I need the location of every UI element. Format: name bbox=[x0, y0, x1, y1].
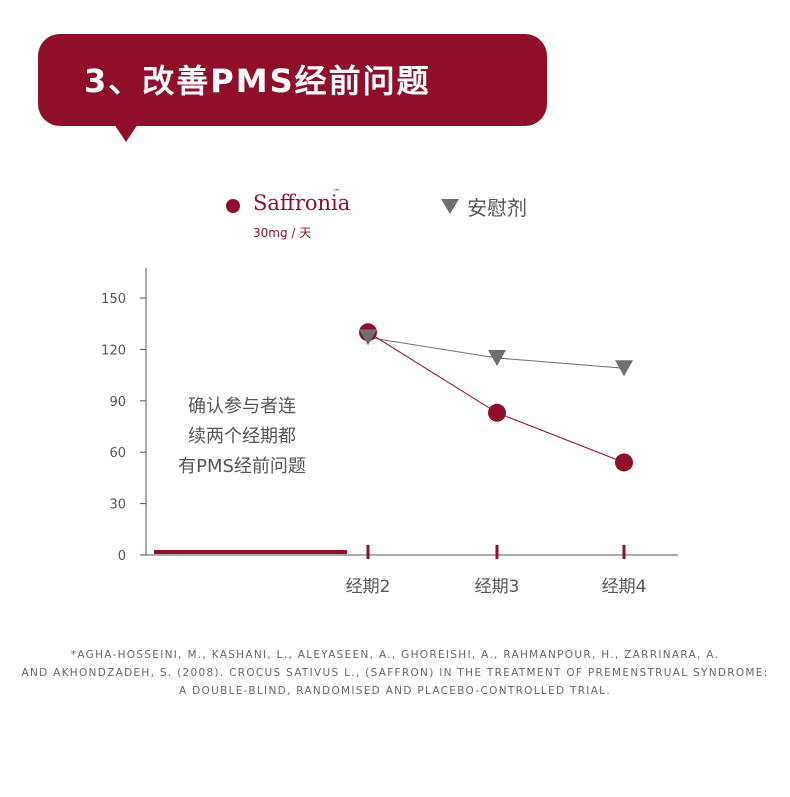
y-tick-label: 0 bbox=[118, 549, 126, 564]
series1-point bbox=[615, 453, 633, 472]
legend-trademark: ™ bbox=[333, 188, 340, 196]
legend-circle-marker bbox=[226, 199, 240, 213]
citation-line-2: AND AKHONDZADEH, S. (2008). CROCUS SATIV… bbox=[21, 667, 769, 679]
x-axis-marks: 经期2 经期3 经期4 bbox=[346, 545, 647, 597]
y-tick-label: 150 bbox=[101, 292, 126, 307]
citation-line-1: *AGHA-HOSSEINI, M., KASHANI, L., ALEYASE… bbox=[70, 649, 720, 661]
y-tick-label: 90 bbox=[109, 395, 126, 410]
annotation-line-3: 有PMS经前问题 bbox=[178, 456, 306, 477]
y-tick-label: 120 bbox=[101, 343, 126, 358]
series2-point bbox=[488, 349, 506, 366]
annotation: 确认参与者连 续两个经期都 有PMS经前问题 bbox=[178, 396, 306, 477]
page-title: 3、改善PMS经前问题 bbox=[84, 62, 431, 100]
x-tick-mark bbox=[366, 545, 370, 559]
y-axis-ticks: 0 30 60 90 120 150 bbox=[101, 292, 146, 564]
legend-series1-dose: 30mg / 天 bbox=[253, 226, 312, 240]
citation: *AGHA-HOSSEINI, M., KASHANI, L., ALEYASE… bbox=[20, 646, 770, 700]
series2-point bbox=[359, 329, 377, 346]
line-chart: 0 30 60 90 120 150 经期2 经期3 经期4 确认参与者连 续两个经期都 有P… bbox=[101, 268, 678, 597]
series-points bbox=[359, 323, 633, 472]
legend-series2-label: 安慰剂 bbox=[467, 196, 527, 220]
x-tick-label: 经期4 bbox=[602, 577, 647, 597]
series1-point bbox=[488, 403, 506, 422]
legend-series1-brand: Saffronia bbox=[253, 191, 351, 215]
annotation-line-2: 续两个经期都 bbox=[188, 426, 296, 447]
title-banner bbox=[38, 34, 547, 126]
citation-line-3: A DOUBLE-BLIND, RANDOMISED AND PLACEBO-C… bbox=[179, 685, 611, 697]
x-tick-mark bbox=[622, 545, 626, 559]
legend-triangle-marker bbox=[441, 199, 459, 214]
y-tick-label: 60 bbox=[109, 446, 126, 461]
x-tick-label: 经期2 bbox=[346, 577, 391, 597]
banner-pointer bbox=[114, 124, 138, 142]
annotation-line-1: 确认参与者连 bbox=[188, 396, 296, 417]
baseline-bar bbox=[154, 550, 347, 554]
x-tick-mark bbox=[495, 545, 499, 559]
chart-axes bbox=[145, 268, 678, 556]
y-tick-label: 30 bbox=[109, 498, 126, 513]
series2-point bbox=[615, 360, 633, 377]
x-tick-label: 经期3 bbox=[475, 577, 520, 597]
